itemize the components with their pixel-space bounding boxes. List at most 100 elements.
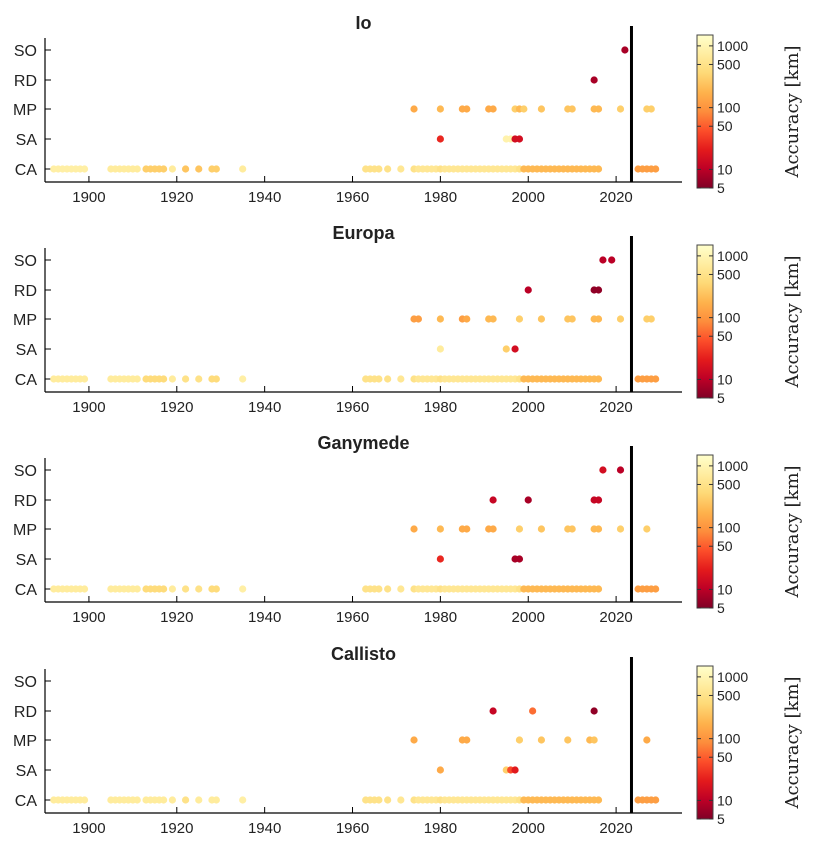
panel-title: Ganymede bbox=[317, 433, 409, 453]
data-point-rd bbox=[594, 286, 603, 294]
data-point-ca bbox=[239, 796, 247, 804]
colorbar-tick-label: 100 bbox=[717, 520, 741, 536]
y-tick-label: MP bbox=[13, 733, 37, 750]
data-point-mp bbox=[463, 315, 471, 323]
data-point-mp bbox=[410, 525, 418, 533]
data-point-so bbox=[621, 46, 629, 54]
data-point-ca bbox=[652, 796, 660, 804]
data-point-mp bbox=[410, 105, 418, 113]
data-point-rd bbox=[524, 286, 532, 294]
y-tick-label: SA bbox=[16, 342, 38, 359]
data-point-ca bbox=[168, 165, 176, 173]
data-point-sa bbox=[511, 345, 519, 353]
data-point-ca bbox=[652, 375, 660, 383]
data-point-rd bbox=[590, 76, 598, 84]
colorbar-tick-label: 5 bbox=[717, 390, 725, 406]
panel-title: Europa bbox=[332, 223, 395, 243]
data-point-ca bbox=[652, 585, 660, 593]
data-point-mp bbox=[594, 315, 603, 323]
x-tick-label: 2000 bbox=[512, 189, 545, 206]
data-point-ca bbox=[384, 585, 392, 593]
x-tick-label: 2020 bbox=[599, 189, 632, 206]
data-point-sa bbox=[511, 766, 519, 774]
data-point-sa bbox=[436, 345, 444, 353]
x-tick-label: 1900 bbox=[72, 609, 105, 626]
y-tick-label: CA bbox=[15, 582, 38, 599]
colorbar-tick-label: 50 bbox=[717, 538, 733, 554]
colorbar-tick-label: 1000 bbox=[717, 458, 748, 474]
colorbar-tick-label: 100 bbox=[717, 731, 741, 747]
data-point-mp bbox=[410, 736, 418, 744]
colorbar-label: Accuracy [km] bbox=[782, 45, 803, 178]
colorbar-tick-label: 10 bbox=[717, 161, 733, 177]
colorbar-tick-label: 1000 bbox=[717, 38, 748, 54]
y-tick-label: MP bbox=[13, 312, 37, 329]
data-point-sa bbox=[515, 135, 524, 143]
x-tick-label: 1940 bbox=[248, 609, 281, 626]
colorbar-tick-label: 10 bbox=[717, 792, 733, 808]
y-tick-label: SA bbox=[16, 763, 38, 780]
colorbar bbox=[696, 665, 714, 820]
data-point-mp bbox=[643, 525, 651, 533]
y-tick-label: SO bbox=[14, 253, 37, 270]
data-point-ca bbox=[384, 375, 392, 383]
data-point-mp bbox=[414, 315, 423, 323]
data-point-so bbox=[599, 466, 607, 474]
data-point-mp bbox=[568, 315, 576, 323]
data-point-ca bbox=[133, 375, 141, 383]
data-point-mp bbox=[515, 736, 524, 744]
colorbar-tick-label: 10 bbox=[717, 371, 733, 387]
data-point-ca bbox=[133, 165, 141, 173]
colorbar-tick-label: 500 bbox=[717, 687, 741, 703]
x-tick-label: 1960 bbox=[336, 189, 369, 206]
data-point-ca bbox=[375, 585, 383, 593]
x-tick-label: 1960 bbox=[336, 609, 369, 626]
data-point-mp bbox=[616, 315, 625, 323]
data-point-mp bbox=[463, 525, 471, 533]
data-point-mp bbox=[515, 525, 524, 533]
y-tick-label: RD bbox=[14, 704, 37, 721]
x-tick-label: 2020 bbox=[599, 399, 632, 416]
x-tick-label: 1920 bbox=[160, 820, 193, 837]
data-point-ca bbox=[212, 796, 220, 804]
data-point-ca bbox=[397, 375, 405, 383]
data-point-mp bbox=[643, 736, 651, 744]
data-point-sa bbox=[436, 555, 444, 563]
data-point-ca bbox=[181, 375, 190, 383]
data-point-ca bbox=[384, 796, 392, 804]
data-point-mp bbox=[520, 105, 528, 113]
data-point-ca bbox=[375, 165, 383, 173]
data-point-mp bbox=[537, 525, 546, 533]
data-point-ca bbox=[594, 585, 603, 593]
data-point-ca bbox=[594, 375, 603, 383]
data-point-mp bbox=[616, 525, 625, 533]
data-point-mp bbox=[647, 315, 655, 323]
data-point-sa bbox=[502, 345, 510, 353]
data-point-ca bbox=[195, 375, 203, 383]
data-point-mp bbox=[616, 105, 625, 113]
y-tick-label: SA bbox=[16, 132, 38, 149]
y-tick-label: SO bbox=[14, 43, 37, 60]
data-point-sa bbox=[436, 135, 444, 143]
data-point-ca bbox=[181, 165, 190, 173]
y-tick-label: SO bbox=[14, 463, 37, 480]
colorbar-tick-label: 10 bbox=[717, 581, 733, 597]
y-tick-label: RD bbox=[14, 73, 37, 90]
data-point-ca bbox=[212, 165, 220, 173]
y-tick-label: SA bbox=[16, 552, 38, 569]
data-point-ca bbox=[80, 375, 89, 383]
data-point-ca bbox=[80, 796, 89, 804]
data-point-rd bbox=[529, 707, 537, 715]
x-tick-label: 1980 bbox=[424, 399, 457, 416]
data-point-ca bbox=[594, 796, 603, 804]
data-point-so bbox=[599, 256, 607, 264]
data-point-rd bbox=[489, 707, 497, 715]
data-point-mp bbox=[537, 736, 546, 744]
x-tick-label: 1940 bbox=[248, 189, 281, 206]
y-tick-label: SO bbox=[14, 674, 37, 691]
data-point-ca bbox=[239, 585, 247, 593]
x-tick-label: 1900 bbox=[72, 820, 105, 837]
x-tick-label: 1920 bbox=[160, 189, 193, 206]
data-point-ca bbox=[195, 165, 203, 173]
